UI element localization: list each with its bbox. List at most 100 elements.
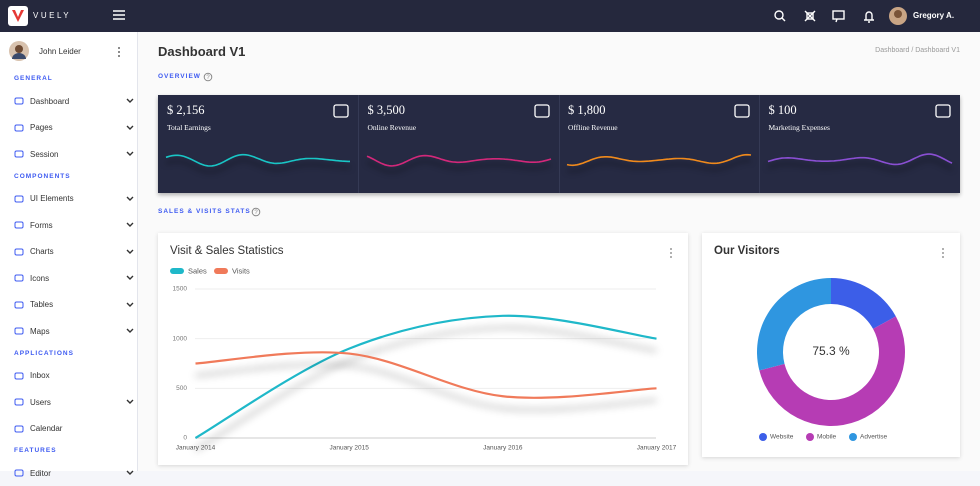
chevron[interactable] bbox=[126, 222, 134, 228]
stat-cell: $ 3,500 Online Revenue bbox=[359, 95, 560, 193]
chevron-shape bbox=[126, 151, 134, 156]
nav-item[interactable]: Calendar bbox=[0, 416, 137, 442]
nav-icon bbox=[14, 150, 24, 158]
nav-icon bbox=[14, 248, 24, 255]
legend-swatch bbox=[806, 433, 814, 441]
nav-label: Charts bbox=[30, 247, 54, 256]
stat-graphics bbox=[566, 104, 752, 167]
x-tick-label: January 2017 bbox=[637, 445, 677, 452]
nav-label: Inbox bbox=[30, 371, 50, 380]
chevron[interactable] bbox=[126, 328, 134, 334]
nav-item[interactable]: Dashboard bbox=[0, 88, 137, 114]
stat-graphics bbox=[366, 104, 551, 167]
donut-slice[interactable] bbox=[831, 278, 896, 329]
nav-item[interactable]: Session bbox=[0, 141, 137, 167]
nav-item[interactable]: Tables bbox=[0, 292, 137, 318]
nav-item[interactable]: Editor bbox=[0, 460, 137, 486]
nav-item[interactable]: Forms bbox=[0, 212, 137, 238]
line-chart: Visit & Sales Statistics 0 500 1000 1500 Janu… bbox=[170, 245, 677, 452]
user-avatar[interactable] bbox=[888, 6, 908, 26]
donut-slice[interactable] bbox=[759, 316, 905, 426]
legend-label[interactable]: Mobile bbox=[817, 434, 837, 441]
stat-icon bbox=[333, 104, 349, 118]
nav-icon bbox=[14, 469, 24, 477]
top-bar: VUELY Gregory A. bbox=[0, 0, 980, 32]
kebab-dot bbox=[942, 252, 944, 254]
stat-cell: $ 1,800 Offline Revenue bbox=[559, 95, 760, 193]
legend-label[interactable]: Website bbox=[770, 434, 794, 441]
sidebar-user[interactable]: John Leider bbox=[39, 47, 81, 56]
toolbar-icons[interactable] bbox=[773, 8, 883, 24]
nav-icon bbox=[14, 221, 24, 229]
chevron[interactable] bbox=[126, 275, 134, 281]
menu-button[interactable] bbox=[113, 10, 125, 20]
nav-icon bbox=[14, 372, 24, 379]
nav-item[interactable]: UI Elements bbox=[0, 186, 137, 212]
nav-item[interactable]: Charts bbox=[0, 239, 137, 265]
chevron[interactable] bbox=[126, 125, 134, 131]
x-tick-label: January 2015 bbox=[329, 445, 369, 452]
chevron[interactable] bbox=[126, 399, 134, 405]
donut-slice[interactable] bbox=[757, 278, 831, 371]
y-tick-label: 1500 bbox=[173, 286, 188, 293]
help-icon[interactable]: ? bbox=[203, 72, 213, 82]
user-name[interactable]: Gregory A. bbox=[913, 11, 955, 20]
kebab-dot bbox=[670, 256, 672, 258]
nav-label: Pages bbox=[30, 123, 53, 132]
stat-value: $ 3,500 bbox=[367, 103, 406, 117]
kebab[interactable] bbox=[117, 46, 121, 58]
legend-label[interactable]: Sales bbox=[188, 266, 207, 275]
legend-label[interactable]: Advertise bbox=[860, 434, 887, 441]
stat-icon bbox=[934, 104, 951, 118]
nav-item[interactable]: Icons bbox=[0, 265, 137, 291]
chevron-shape bbox=[126, 399, 134, 404]
legend-swatch bbox=[759, 433, 767, 441]
nav-icon bbox=[14, 274, 24, 282]
chevron[interactable] bbox=[126, 302, 134, 308]
chevron[interactable] bbox=[126, 249, 134, 255]
chevron-shape bbox=[126, 98, 134, 103]
nav-label: Users bbox=[30, 397, 51, 407]
nav-item[interactable]: Pages bbox=[0, 115, 137, 141]
nav-label: Forms bbox=[30, 220, 53, 230]
y-tick-label: 1000 bbox=[173, 335, 188, 342]
chevron-shape bbox=[126, 125, 134, 130]
nav-label: Maps bbox=[30, 326, 50, 336]
nav-label: Editor bbox=[30, 468, 51, 478]
nav-icon bbox=[14, 327, 24, 335]
nav-item[interactable]: Inbox bbox=[0, 363, 137, 389]
nav-label: Session bbox=[30, 149, 59, 159]
sparkline bbox=[366, 154, 551, 167]
chart-title: Our Visitors bbox=[714, 245, 780, 257]
chevron[interactable] bbox=[126, 151, 134, 157]
y-tick-label: 0 bbox=[183, 435, 187, 442]
icon-shape bbox=[14, 97, 24, 105]
nav-item[interactable]: Users bbox=[0, 389, 137, 415]
legend-swatch bbox=[170, 268, 184, 274]
legend-label[interactable]: Visits bbox=[232, 266, 250, 275]
help-icon[interactable]: ? bbox=[251, 207, 261, 217]
donut-card: Our Visitors 75.3 % Website Mobile Advertise bbox=[702, 233, 960, 457]
nav-item[interactable]: Maps bbox=[0, 318, 137, 344]
chevron-shape bbox=[126, 196, 134, 201]
sparkline bbox=[566, 153, 752, 167]
chevron[interactable] bbox=[126, 98, 134, 104]
icon-shape bbox=[14, 274, 24, 282]
nav-label: Calendar bbox=[30, 424, 63, 433]
nav-label: Tables bbox=[30, 300, 54, 309]
stat-label: Online Revenue bbox=[367, 123, 417, 132]
chevron-shape bbox=[126, 328, 134, 333]
section-title: FEATURES bbox=[14, 447, 57, 454]
kebab-dot bbox=[942, 256, 944, 258]
icon-shape bbox=[14, 327, 24, 335]
chevron-shape bbox=[126, 249, 134, 254]
chevron[interactable] bbox=[126, 196, 134, 202]
stat-value: $ 100 bbox=[768, 103, 797, 117]
nav-icon bbox=[14, 97, 24, 105]
kebab-dot bbox=[670, 252, 672, 254]
stat-value: $ 2,156 bbox=[167, 103, 205, 117]
stat-graphics bbox=[165, 104, 350, 167]
logo-text: VUELY bbox=[33, 11, 72, 20]
nav-icon bbox=[14, 195, 24, 202]
legend-swatch bbox=[849, 433, 857, 441]
